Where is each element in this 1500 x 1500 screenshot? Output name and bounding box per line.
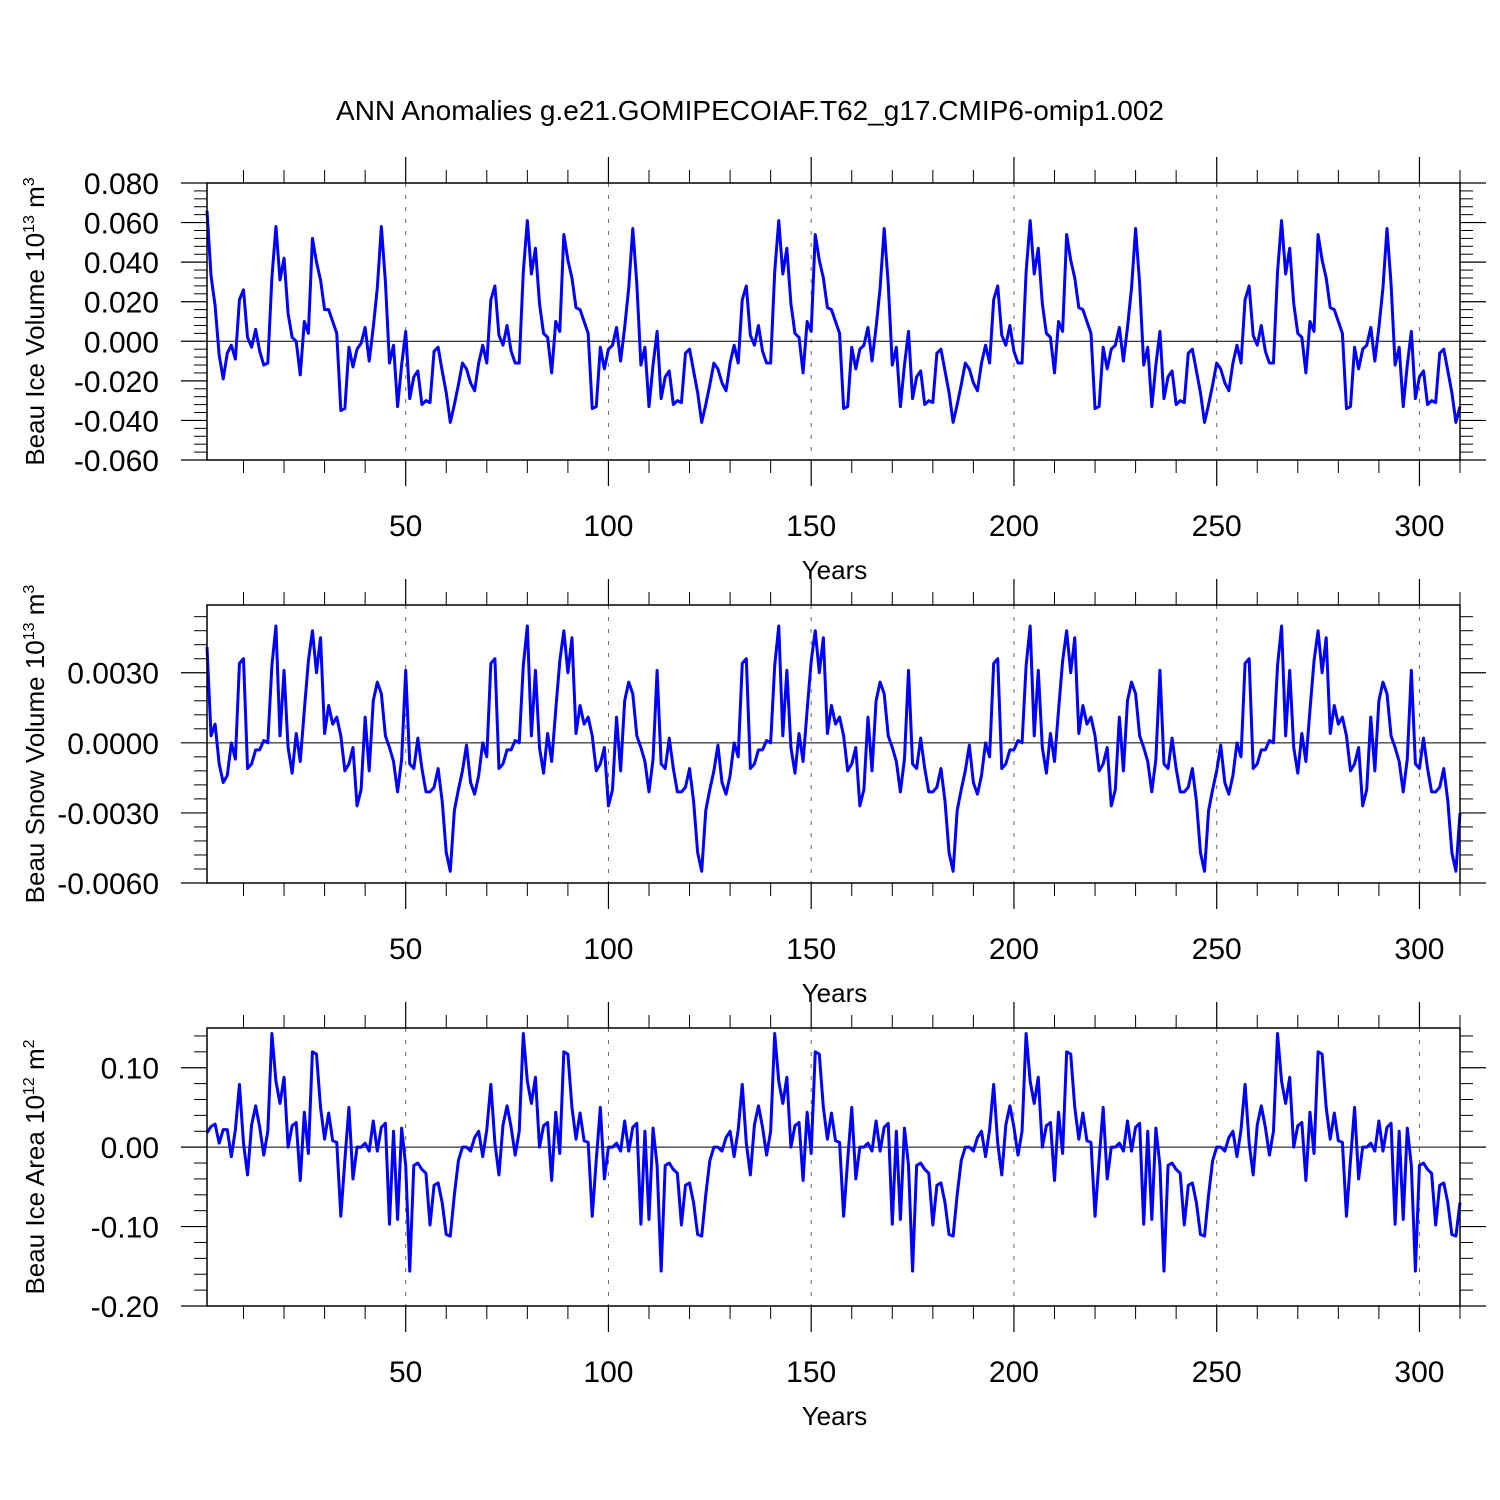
x-tick-label: 100	[583, 1356, 633, 1389]
x-tick-label: 150	[786, 933, 836, 966]
y-tick-label: -0.040	[74, 405, 159, 438]
data-line	[205, 624, 1462, 873]
x-tick-label: 200	[989, 933, 1039, 966]
x-axis-label: Years	[802, 1401, 868, 1431]
y-axis-label-superscript: 12	[21, 1077, 38, 1095]
panel-3: 50 100 150 200 250 300 -0.20 -0.10 0.00 0.10 Years…	[20, 1002, 1486, 1431]
x-axis-label: Years	[802, 555, 868, 585]
y-tick-label: -0.0030	[57, 798, 159, 831]
plot-frame	[206, 182, 1461, 461]
plot-frame	[206, 604, 1461, 884]
data-line	[205, 210, 1462, 424]
y-axis-label-part: m	[20, 594, 50, 623]
x-tick-label: 300	[1394, 933, 1444, 966]
y-tick-label: 0.080	[84, 168, 159, 201]
y-axis-label: Beau Ice Volume 1013 m3	[20, 177, 50, 465]
y-tick-label: -0.20	[91, 1291, 159, 1324]
y-tick-label: 0.000	[84, 326, 159, 359]
y-tick-label: -0.0060	[57, 868, 159, 901]
panels: 50 100 150 200 250 300-0.060-0.040-0.0200.000…	[20, 157, 1486, 1431]
x-tick-label: 300	[1394, 510, 1444, 543]
y-axis-label-superscript: 3	[21, 177, 38, 186]
x-tick-label: 200	[989, 510, 1039, 543]
x-tick-label: 50	[389, 510, 422, 543]
x-tick-label: 250	[1192, 1356, 1242, 1389]
y-axis-label-part: Beau Snow Volume 10	[20, 640, 50, 903]
x-tick-label: 300	[1394, 1356, 1444, 1389]
x-tick-label: 200	[989, 1356, 1039, 1389]
y-axis-label: Beau Ice Area 1012 m2	[20, 1039, 50, 1294]
x-tick-label: 250	[1192, 510, 1242, 543]
y-tick-label: -0.10	[91, 1212, 159, 1245]
y-axis-label: Beau Snow Volume 1013 m3	[20, 585, 50, 904]
plot-frame	[206, 1027, 1461, 1307]
x-axis-label: Years	[802, 978, 868, 1008]
y-axis-label-part: m	[20, 1048, 50, 1077]
y-axis-label-part: Beau Ice Volume 10	[20, 233, 50, 466]
y-tick-label: 0.00	[101, 1132, 159, 1165]
y-tick-label: 0.040	[84, 247, 159, 280]
y-axis-label-part: Beau Ice Area 10	[20, 1095, 50, 1294]
data-line	[205, 1032, 1462, 1273]
y-axis-label-superscript: 3	[21, 585, 38, 594]
y-axis-label-superscript: 13	[21, 622, 38, 640]
x-tick-label: 150	[786, 510, 836, 543]
y-tick-label: 0.060	[84, 208, 159, 241]
x-tick-label: 50	[389, 1356, 422, 1389]
panel-1: 50 100 150 200 250 300 -0.060 -0.040 -0.020 0.000…	[20, 157, 1486, 585]
y-tick-label: 0.0000	[67, 728, 159, 761]
y-tick-label: 0.0030	[67, 658, 159, 691]
y-axis-label-superscript: 2	[21, 1039, 38, 1048]
chart-title: ANN Anomalies g.e21.GOMIPECOIAF.T62_g17.…	[336, 95, 1164, 126]
panel-2: 50 100 150 200 250 300 -0.0060 -0.0030 0.0000 0.0…	[20, 579, 1486, 1008]
x-tick-label: 100	[583, 510, 633, 543]
y-tick-label: 0.020	[84, 287, 159, 320]
x-tick-label: 250	[1192, 933, 1242, 966]
y-tick-label: -0.020	[74, 366, 159, 399]
y-tick-label: -0.060	[74, 445, 159, 478]
x-tick-label: 150	[786, 1356, 836, 1389]
y-axis-label-part: m	[20, 186, 50, 215]
x-tick-label: 100	[583, 933, 633, 966]
x-tick-label: 50	[389, 933, 422, 966]
y-tick-label: 0.10	[101, 1053, 159, 1086]
y-axis-label-superscript: 13	[21, 215, 38, 233]
